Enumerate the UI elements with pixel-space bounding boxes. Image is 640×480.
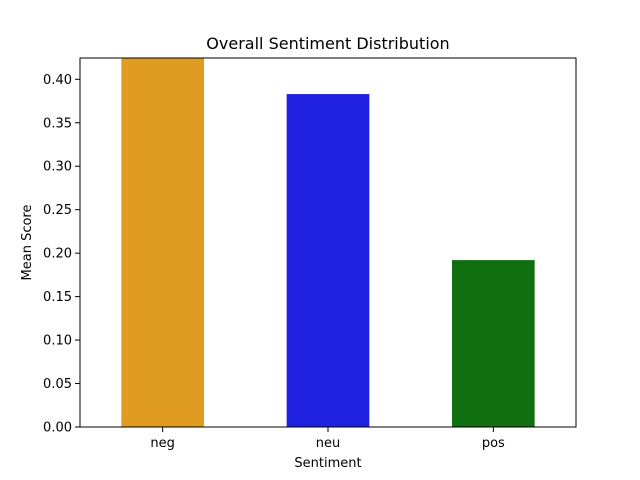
y-tick-label: 0.35 xyxy=(43,116,72,131)
x-tick-label-neg: neg xyxy=(150,436,175,451)
y-axis-label: Mean Score xyxy=(20,205,35,281)
y-tick-label: 0.00 xyxy=(43,421,72,436)
x-tick-label-pos: pos xyxy=(482,436,505,451)
x-tick-label-neu: neu xyxy=(316,436,340,451)
x-axis: neg neu pos xyxy=(150,427,505,451)
y-tick-label: 0.20 xyxy=(43,247,72,262)
y-axis: 0.00 0.05 0.10 0.15 0.20 0.25 0.30 0.35 0.40 xyxy=(43,73,80,436)
chart-title: Overall Sentiment Distribution xyxy=(206,34,449,53)
bar-neg xyxy=(121,58,204,427)
bars-group xyxy=(121,58,535,427)
y-tick-label: 0.30 xyxy=(43,160,72,175)
x-axis-label: Sentiment xyxy=(294,456,361,471)
bar-pos xyxy=(452,260,535,427)
y-tick-label: 0.15 xyxy=(43,290,72,305)
y-tick-label: 0.05 xyxy=(43,377,72,392)
y-tick-label: 0.40 xyxy=(43,73,72,88)
bar-neu xyxy=(286,94,370,427)
y-tick-label: 0.25 xyxy=(43,203,72,218)
plot-frame xyxy=(79,57,577,428)
y-tick-label: 0.10 xyxy=(43,334,72,349)
